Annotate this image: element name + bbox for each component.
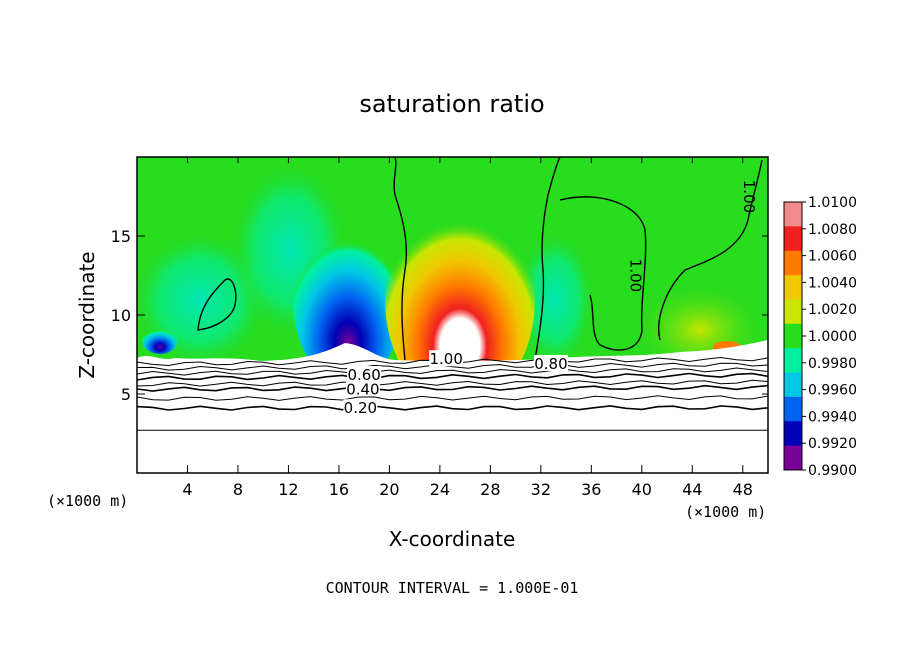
contour-label: 1.00 <box>627 259 645 292</box>
colorbar-label: 1.0040 <box>808 275 857 291</box>
contour-label: 1.00 <box>429 350 462 368</box>
colorbar-label: 0.9960 <box>808 383 857 399</box>
contour-line <box>137 384 768 392</box>
contour-line <box>137 405 768 411</box>
contour-label-bg <box>343 399 378 416</box>
cold-anomaly <box>293 215 403 385</box>
colorbar-swatch <box>784 372 802 398</box>
x-tick-label: 48 <box>733 480 753 499</box>
colorbar-swatch <box>784 421 802 447</box>
colorbar-swatch <box>784 299 802 325</box>
y-axis-label: Z-coordinate <box>75 251 99 378</box>
x-axis-label: X-coordinate <box>389 527 516 551</box>
colorbar-swatch <box>784 250 802 276</box>
contour-line-1.00 <box>534 157 561 361</box>
x-tick-label: 20 <box>379 480 399 499</box>
contour-line <box>137 372 768 381</box>
contour-label: 0.60 <box>347 366 380 384</box>
colorbar-swatch <box>784 202 802 227</box>
contour-line-1.00 <box>559 196 647 351</box>
contour-label-bg <box>533 354 568 371</box>
colorbar-label: 0.9920 <box>808 436 857 452</box>
colorbar-label: 1.0020 <box>808 302 857 318</box>
x-tick-label: 44 <box>682 480 702 499</box>
contour-line <box>137 379 768 387</box>
x-unit-right: (×1000 m) <box>685 503 766 521</box>
contour-line-1.00 <box>658 159 763 341</box>
colorbar-label: 0.9940 <box>808 409 857 425</box>
colorbar-label: 0.9900 <box>808 463 857 479</box>
x-tick-label: 16 <box>329 480 349 499</box>
colorbar-label: 1.0060 <box>808 249 857 265</box>
colorbar-swatch <box>784 396 802 422</box>
colorbar-label: 1.0000 <box>808 329 857 345</box>
below-cloud-region <box>137 340 768 473</box>
x-tick-label: 8 <box>233 480 243 499</box>
x-tick-label: 32 <box>531 480 551 499</box>
contour-label: 0.20 <box>344 399 377 417</box>
contour-label-bg <box>429 350 464 367</box>
colorbar: 1.0100 1.0080 1.0060 1.0040 1.0020 1.0000 0.99… <box>783 195 857 479</box>
contour-label-bg <box>347 366 382 383</box>
contour-line <box>137 362 768 371</box>
teal-region-right <box>515 230 595 370</box>
cold-blob-left <box>142 326 178 354</box>
x-tick-label: 40 <box>632 480 652 499</box>
colorbar-swatch <box>784 348 802 374</box>
x-tick-label: 4 <box>182 480 192 499</box>
plot-area <box>137 157 768 473</box>
x-tick-label: 24 <box>430 480 450 499</box>
colorbar-label: 1.0080 <box>808 222 857 238</box>
contour-label-bg <box>345 380 380 397</box>
y-tick-label: 15 <box>111 227 131 246</box>
chart-title: saturation ratio <box>359 90 544 118</box>
contour-label: 1.00 <box>740 180 758 213</box>
contour-line <box>137 367 768 376</box>
colorbar-swatch <box>784 226 802 252</box>
colorbar-label: 1.0100 <box>808 195 857 211</box>
colorbar-swatch <box>784 445 802 471</box>
contour-line-1.00 <box>197 278 237 331</box>
y-tick-label: 5 <box>121 385 131 404</box>
x-tick-label: 12 <box>278 480 298 499</box>
y-axis: 5 10 15 <box>111 227 768 404</box>
warm-anomaly <box>385 195 535 405</box>
contour-label: 0.40 <box>346 380 379 398</box>
x-axis: 4 8 12 16 20 24 28 32 36 40 44 48 <box>182 157 753 499</box>
contour-interval-note: CONTOUR INTERVAL = 1.000E-01 <box>326 579 579 597</box>
x-tick-label: 36 <box>581 480 601 499</box>
contour-label: 0.80 <box>534 355 567 373</box>
colorbar-label: 0.9980 <box>808 356 857 372</box>
contour-line-1.00 <box>393 157 408 361</box>
x-tick-label: 28 <box>480 480 500 499</box>
colorbar-swatch <box>784 275 802 300</box>
contour-lines <box>137 157 768 431</box>
x-unit-left: (×1000 m) <box>47 492 128 510</box>
y-tick-label: 10 <box>111 306 131 325</box>
contour-line <box>137 395 768 401</box>
contour-labels: 1.00 0.80 0.600.400.20 1.00 1.00 <box>343 180 758 417</box>
colorbar-swatch <box>784 323 802 349</box>
